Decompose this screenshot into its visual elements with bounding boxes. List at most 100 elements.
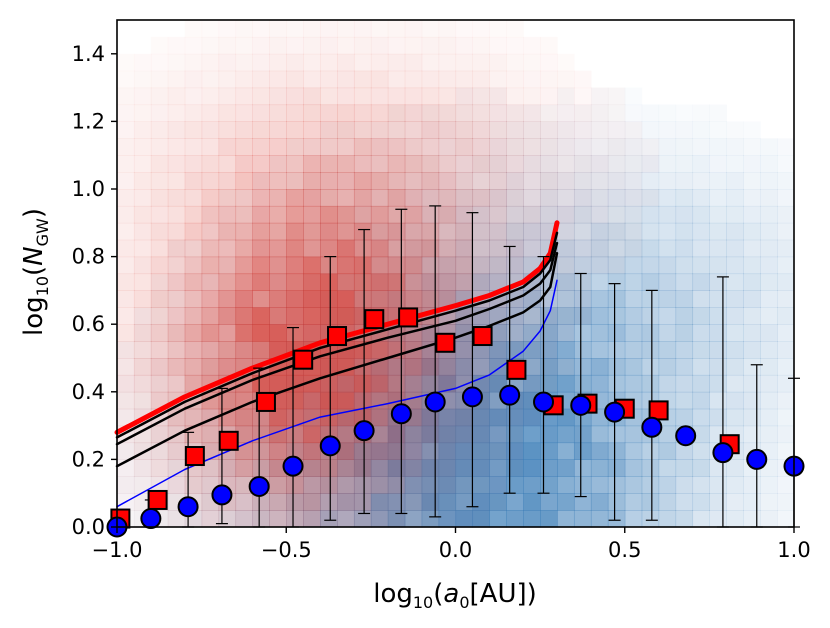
heatmap-cell-blue	[590, 290, 609, 308]
heatmap-cell-red	[607, 172, 626, 190]
heatmap-cell-red	[455, 256, 474, 275]
x-axis-label: log10(a0[AU])	[373, 579, 537, 612]
heatmap-cell-red	[337, 459, 355, 477]
heatmap-cell-blue	[252, 189, 270, 207]
heatmap-cell-red	[438, 189, 457, 207]
heatmap-cell-blue	[726, 222, 744, 241]
heatmap-cell-blue	[133, 358, 152, 376]
heatmap-cell-blue	[573, 493, 592, 511]
heatmap-cell-blue	[523, 442, 541, 460]
heatmap-cell-blue	[184, 476, 203, 494]
heatmap-cell-blue	[286, 442, 304, 460]
heatmap-cell-red	[184, 53, 203, 72]
heatmap-cell-red	[370, 273, 389, 291]
heatmap-cell-red	[573, 256, 592, 275]
heatmap-cell-blue	[658, 358, 677, 376]
heatmap-cell-red	[286, 493, 304, 511]
heatmap-cell-red	[201, 425, 220, 444]
heatmap-cell-blue	[675, 222, 694, 241]
heatmap-cell-red	[472, 205, 490, 224]
heatmap-cell-red	[607, 222, 626, 241]
heatmap-cell-red	[455, 239, 474, 258]
heatmap-cell-red	[353, 459, 372, 477]
heatmap-cell-blue	[743, 290, 761, 308]
heatmap-cell-red	[625, 223, 643, 241]
heatmap-cell-red	[320, 290, 338, 308]
heatmap-cell-blue	[337, 222, 355, 241]
heatmap-cell-blue	[150, 358, 169, 376]
heatmap-cell-blue	[777, 222, 795, 241]
heatmap-cell-blue	[692, 442, 710, 460]
heatmap-cell-red	[286, 408, 304, 427]
heatmap-cell-red	[353, 20, 372, 38]
heatmap-cell-red	[489, 239, 507, 258]
heatmap-cell-red	[540, 358, 558, 376]
heatmap-cell-red	[370, 476, 389, 494]
blue-circle-point	[177, 496, 199, 518]
y-tick-label: 0.8	[72, 245, 105, 269]
heatmap-cell-blue	[150, 290, 169, 308]
heatmap-cell-blue	[438, 510, 457, 528]
heatmap-cell-blue	[607, 155, 626, 173]
heatmap-cell-red	[150, 290, 169, 308]
heatmap-cell-red	[320, 53, 338, 72]
heatmap-cell-red	[201, 442, 220, 460]
heatmap-cell-red	[167, 290, 186, 308]
heatmap-cell-blue	[438, 121, 457, 139]
heatmap-cell-red	[168, 37, 186, 55]
heatmap-cell-blue	[743, 256, 761, 275]
blue-circle-point	[424, 391, 446, 413]
heatmap-cell-blue	[624, 121, 643, 139]
heatmap-cell-blue	[658, 341, 677, 359]
heatmap-cell-blue	[506, 121, 524, 139]
heatmap-cell-red	[117, 239, 135, 258]
heatmap-cell-red	[167, 138, 186, 156]
heatmap-cell-red	[133, 442, 152, 460]
heatmap-cell-red	[455, 121, 474, 139]
heatmap-cell-blue	[709, 256, 727, 275]
heatmap-cell-blue	[540, 459, 558, 477]
heatmap-cell-red	[337, 239, 355, 258]
heatmap-cell-blue	[523, 510, 541, 528]
blue-circle-point	[712, 442, 734, 464]
heatmap-cell-red	[591, 88, 609, 106]
heatmap-cell-blue	[557, 273, 575, 291]
heatmap-cell-blue	[184, 273, 203, 291]
heatmap-cell-red	[353, 476, 372, 494]
heatmap-cell-blue	[303, 459, 321, 477]
heatmap-cell-blue	[353, 138, 372, 156]
heatmap-cell-blue	[150, 391, 169, 410]
heatmap-cell-blue	[353, 459, 372, 477]
heatmap-cell-red	[150, 87, 169, 106]
heatmap-cell-red	[557, 256, 575, 275]
heatmap-cell-red	[117, 442, 135, 460]
heatmap-cell-blue	[726, 510, 744, 528]
heatmap-cell-blue	[624, 459, 643, 477]
heatmap-cell-blue	[218, 273, 237, 291]
heatmap-cell-red	[303, 138, 321, 156]
heatmap-cell-blue	[709, 341, 727, 359]
heatmap-cell-blue	[286, 510, 304, 528]
heatmap-cell-blue	[675, 510, 694, 528]
heatmap-cell-red	[286, 155, 304, 173]
heatmap-cell-red	[201, 104, 220, 122]
heatmap-cell-blue	[472, 189, 490, 207]
heatmap-cell-red	[269, 189, 287, 207]
heatmap-cell-blue	[370, 510, 389, 528]
heatmap-cell-blue	[777, 493, 795, 511]
heatmap-cell-blue	[387, 138, 406, 156]
x-tick-label: −1.0	[92, 538, 143, 562]
heatmap-cell-red	[235, 324, 253, 342]
heatmap-cell-red	[438, 36, 457, 55]
heatmap-cell-blue	[557, 121, 575, 139]
heatmap-cell-red	[252, 36, 270, 55]
heatmap-cell-red	[387, 172, 406, 190]
heatmap-cell-blue	[726, 459, 744, 477]
heatmap-cell-blue	[269, 510, 287, 528]
heatmap-cell-red	[573, 138, 592, 156]
heatmap-cell-blue	[692, 358, 710, 376]
heatmap-cell-red	[387, 510, 406, 528]
heatmap-cell-blue	[709, 307, 727, 325]
heatmap-cell-red	[167, 87, 186, 106]
heatmap-cell-blue	[252, 205, 270, 224]
